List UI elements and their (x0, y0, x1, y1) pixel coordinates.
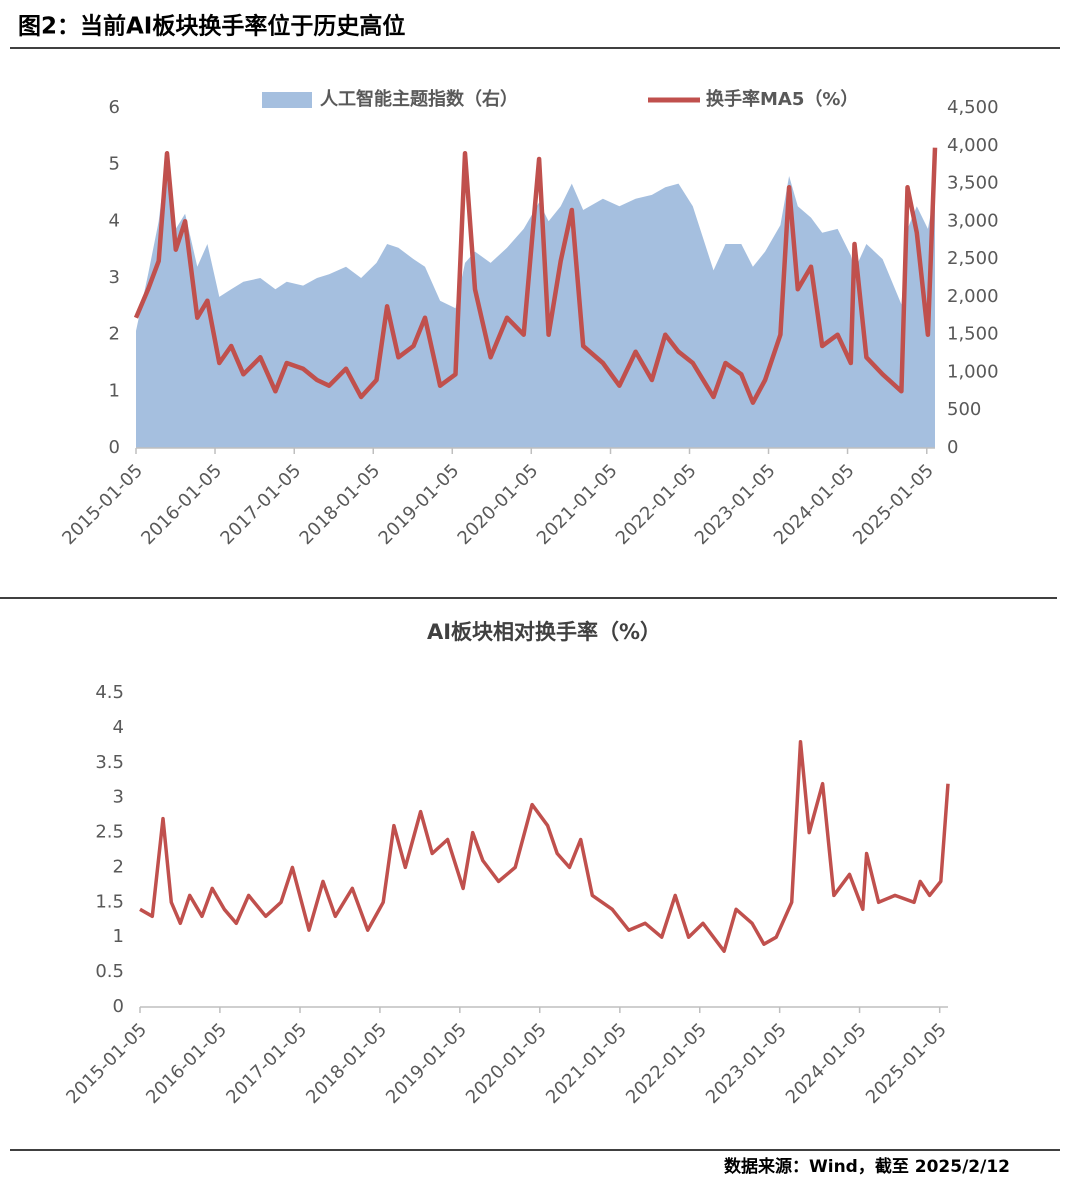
x-tick-label: 2022-01-05 (612, 460, 701, 549)
y2-tick-label: 0 (947, 437, 958, 458)
x-tick-label: 2019-01-05 (375, 460, 464, 549)
y-tick-label: 4 (109, 210, 120, 231)
x-tick-label: 2020-01-05 (462, 1019, 551, 1108)
y-tick-label: 3.5 (95, 752, 124, 773)
y-tick-label: 6 (109, 97, 120, 118)
y-tick-label: 4.5 (95, 682, 124, 703)
y-tick-label: 0.5 (95, 961, 124, 982)
chart-title: AI板块相对换手率（%） (427, 620, 661, 644)
y2-tick-label: 4,500 (947, 97, 999, 118)
x-tick-label: 2016-01-05 (142, 1019, 231, 1108)
x-tick-label: 2019-01-05 (382, 1019, 471, 1108)
y-tick-label: 2 (109, 324, 120, 345)
x-tick-label: 2018-01-05 (302, 1019, 391, 1108)
legend-label: 人工智能主题指数（右） (320, 88, 518, 110)
y-tick-label: 3 (109, 267, 120, 288)
x-tick-label: 2022-01-05 (622, 1019, 711, 1108)
y-tick-label: 0 (113, 996, 124, 1017)
source: 数据来源：Wind，截至 2025/2/12 (724, 1156, 1010, 1177)
x-tick-label: 2015-01-05 (62, 1019, 151, 1108)
x-tick-label: 2024-01-05 (782, 1019, 871, 1108)
y-tick-label: 3 (113, 787, 124, 808)
legend-swatch (262, 92, 312, 108)
y2-tick-label: 2,000 (947, 286, 999, 307)
y2-tick-label: 1,500 (947, 324, 999, 345)
x-tick-label: 2025-01-05 (862, 1019, 951, 1108)
x-tick-label: 2017-01-05 (222, 1019, 311, 1108)
x-tick-label: 2025-01-05 (849, 460, 938, 549)
y-tick-label: 4 (113, 717, 124, 738)
y-tick-label: 2.5 (95, 822, 124, 843)
y2-tick-label: 1,000 (947, 361, 999, 382)
legend-label: 换手率MA5（%） (706, 88, 858, 110)
y2-tick-label: 500 (947, 399, 981, 420)
y2-tick-label: 2,500 (947, 248, 999, 269)
y2-tick-label: 3,000 (947, 210, 999, 231)
y-tick-label: 1 (113, 926, 124, 947)
y-tick-label: 1.5 (95, 891, 124, 912)
y2-tick-label: 4,000 (947, 135, 999, 156)
y-tick-label: 5 (109, 154, 120, 175)
x-tick-label: 2018-01-05 (296, 460, 385, 549)
page-title: 图2：当前AI板块换手率位于历史高位 (18, 13, 405, 40)
line (139, 740, 950, 953)
x-tick-label: 2017-01-05 (216, 460, 305, 549)
line (133, 147, 938, 405)
y2-tick-label: 3,500 (947, 173, 999, 194)
x-tick-label: 2015-01-05 (58, 460, 147, 549)
x-tick-label: 2023-01-05 (691, 460, 780, 549)
area (136, 153, 935, 449)
x-tick-label: 2023-01-05 (702, 1019, 791, 1108)
x-tick-label: 2021-01-05 (533, 460, 622, 549)
x-tick-label: 2024-01-05 (770, 460, 859, 549)
y-tick-label: 2 (113, 856, 124, 877)
x-tick-label: 2021-01-05 (542, 1019, 631, 1108)
x-tick-label: 2016-01-05 (137, 460, 226, 549)
x-tick-label: 2020-01-05 (454, 460, 543, 549)
y-tick-label: 0 (109, 437, 120, 458)
y-tick-label: 1 (109, 380, 120, 401)
